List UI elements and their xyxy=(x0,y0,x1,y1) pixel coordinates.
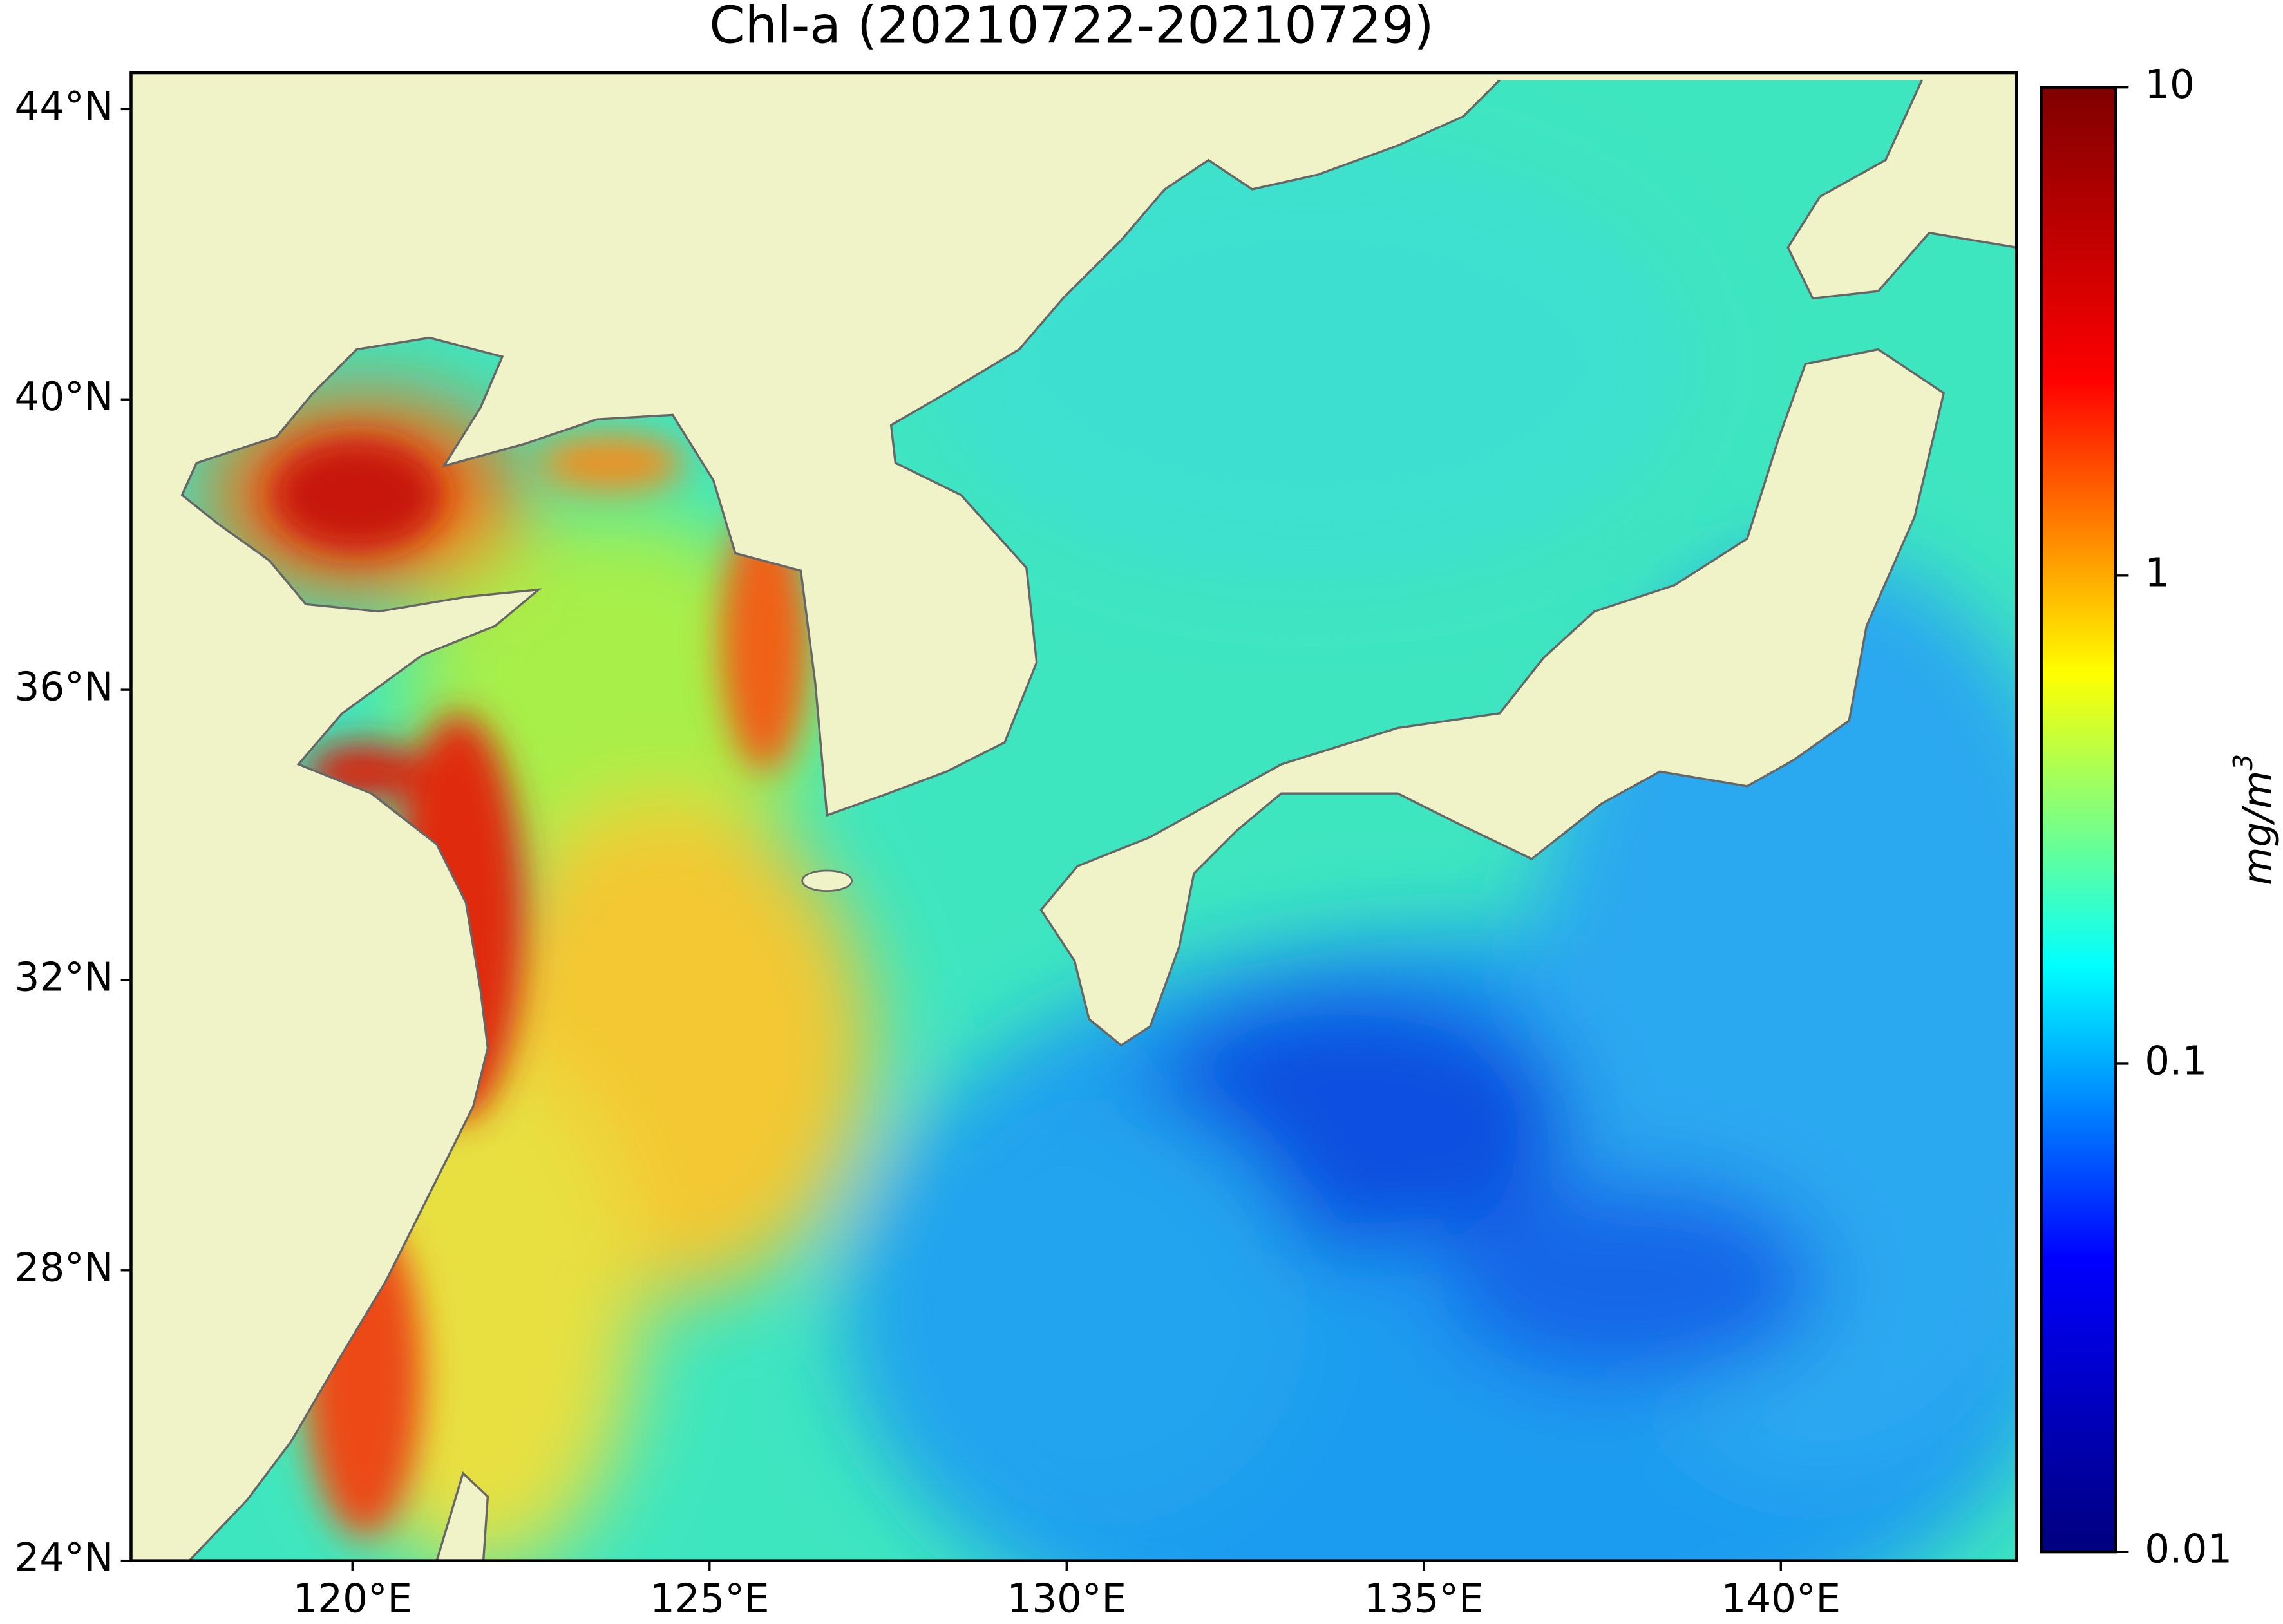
map-frame xyxy=(129,71,2018,1562)
japan xyxy=(1039,348,1946,1047)
y-tick-label: 36°N xyxy=(15,665,114,710)
y-tick-label: 24°N xyxy=(15,1535,114,1581)
colorbar-scale xyxy=(2040,86,2117,1554)
y-tick-label: 40°N xyxy=(15,374,114,420)
colorbar-tick-label: 10 xyxy=(2145,62,2195,108)
colorbar-label-superscript: 3 xyxy=(2228,754,2259,771)
x-tick-label: 125°E xyxy=(650,1576,770,1622)
colorbar-label: mg/m3 xyxy=(2228,754,2280,885)
y-tick-label: 44°N xyxy=(15,84,114,129)
colorbar-tick-label: 1 xyxy=(2145,550,2170,596)
colorbar-label-text: mg/m xyxy=(2234,771,2280,885)
jeju xyxy=(801,869,853,892)
chart-title: Chl-a (20210722-20210729) xyxy=(709,0,1434,55)
y-tick-label: 32°N xyxy=(15,955,114,1001)
coastline xyxy=(180,79,2017,1562)
map-area xyxy=(129,71,2018,1562)
x-tick-label: 140°E xyxy=(1721,1576,1841,1622)
y-tick-label: 28°N xyxy=(15,1245,114,1290)
x-tick-label: 130°E xyxy=(1007,1576,1126,1622)
colorbar xyxy=(2040,86,2117,1554)
x-tick-label: 120°E xyxy=(292,1576,412,1622)
colorbar-tick-label: 0.1 xyxy=(2145,1039,2207,1084)
x-tick-label: 135°E xyxy=(1364,1576,1484,1622)
colorbar-tick-label: 0.01 xyxy=(2145,1527,2232,1572)
